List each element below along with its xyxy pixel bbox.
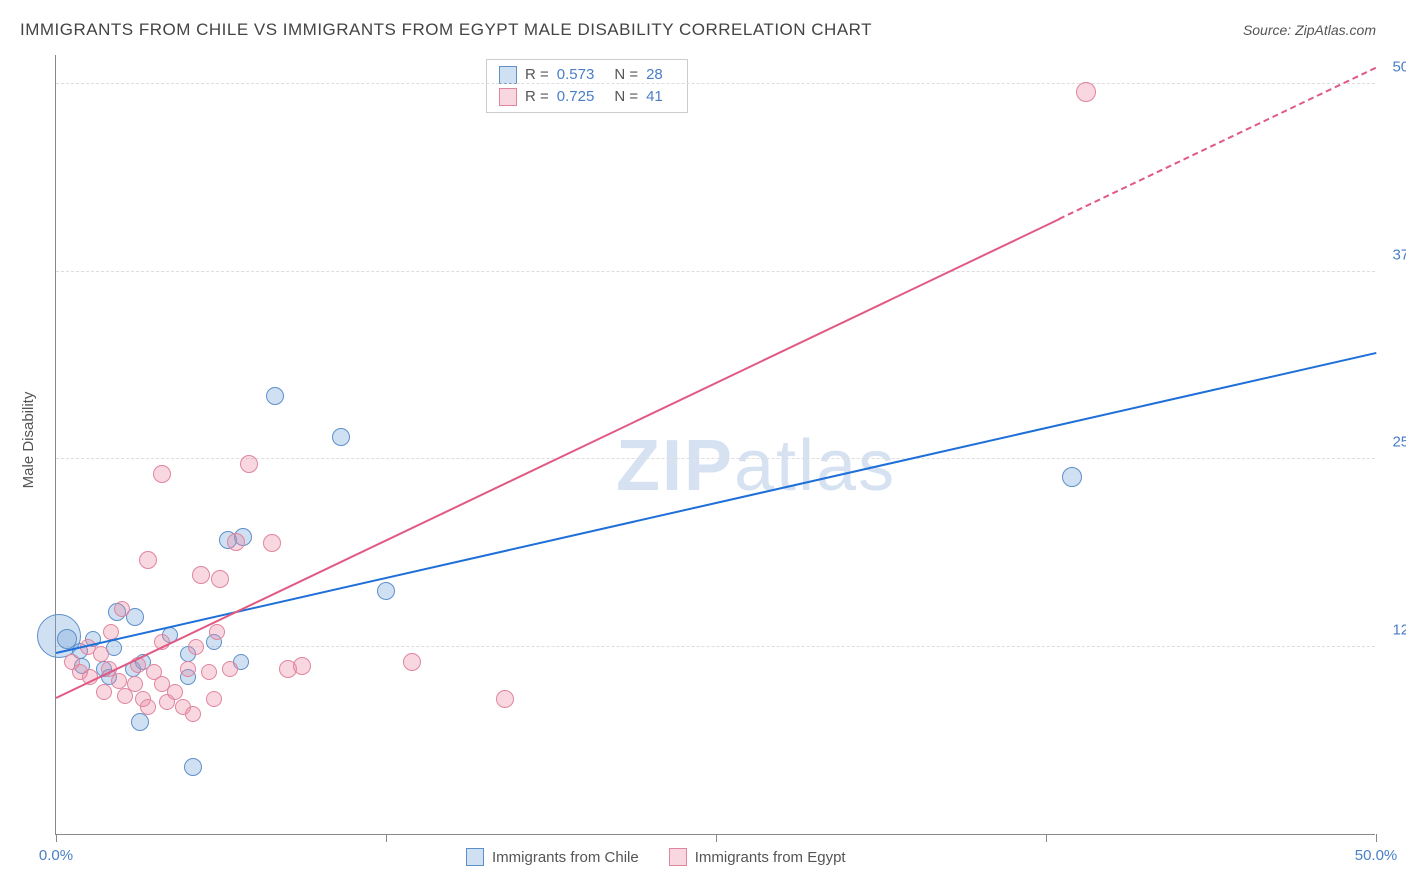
- grid-line: [56, 271, 1375, 272]
- legend-row-egypt: R =0.725 N =41: [499, 86, 675, 108]
- data-point: [127, 676, 143, 692]
- data-point: [93, 646, 109, 662]
- data-point: [1076, 82, 1096, 102]
- chart-title: IMMIGRANTS FROM CHILE VS IMMIGRANTS FROM…: [20, 20, 872, 40]
- y-axis-label: Male Disability: [20, 392, 37, 489]
- data-point: [266, 387, 284, 405]
- y-tick-label: 37.5%: [1380, 246, 1406, 263]
- data-point: [211, 570, 229, 588]
- data-point: [96, 684, 112, 700]
- data-point: [240, 455, 258, 473]
- legend-swatch-chile: [499, 66, 517, 84]
- grid-line: [56, 83, 1375, 84]
- data-point: [192, 566, 210, 584]
- x-tick: [56, 834, 57, 842]
- plot-area: ZIPatlas R =0.573 N =28 R =0.725 N =41 I…: [55, 55, 1375, 835]
- data-point: [185, 706, 201, 722]
- data-point: [222, 661, 238, 677]
- data-point: [114, 601, 130, 617]
- data-point: [139, 551, 157, 569]
- x-tick: [386, 834, 387, 842]
- x-tick-label-start: 0.0%: [39, 847, 73, 864]
- legend-series: Immigrants from Chile Immigrants from Eg…: [466, 848, 846, 866]
- data-point: [377, 582, 395, 600]
- data-point: [496, 690, 514, 708]
- legend-item-egypt: Immigrants from Egypt: [669, 848, 846, 866]
- legend-swatch-egypt-2: [669, 848, 687, 866]
- y-tick-label: 25.0%: [1380, 434, 1406, 451]
- data-point: [1062, 467, 1082, 487]
- data-point: [131, 713, 149, 731]
- data-point: [111, 673, 127, 689]
- source-attribution: Source: ZipAtlas.com: [1243, 22, 1376, 38]
- data-point: [293, 657, 311, 675]
- x-tick: [1046, 834, 1047, 842]
- data-point: [403, 653, 421, 671]
- data-point: [180, 661, 196, 677]
- data-point: [167, 684, 183, 700]
- x-tick: [716, 834, 717, 842]
- trend-line-dashed: [1059, 67, 1377, 220]
- data-point: [227, 533, 245, 551]
- legend-swatch-egypt: [499, 88, 517, 106]
- data-point: [209, 624, 225, 640]
- y-tick-label: 12.5%: [1380, 621, 1406, 638]
- x-tick-label-end: 50.0%: [1355, 847, 1398, 864]
- legend-item-chile: Immigrants from Chile: [466, 848, 639, 866]
- data-point: [206, 691, 222, 707]
- grid-line: [56, 646, 1375, 647]
- data-point: [201, 664, 217, 680]
- data-point: [153, 465, 171, 483]
- trend-line: [56, 352, 1376, 654]
- x-tick: [1376, 834, 1377, 842]
- legend-swatch-chile-2: [466, 848, 484, 866]
- data-point: [184, 758, 202, 776]
- data-point: [332, 428, 350, 446]
- legend-correlation: R =0.573 N =28 R =0.725 N =41: [486, 59, 688, 113]
- data-point: [188, 639, 204, 655]
- data-point: [140, 699, 156, 715]
- data-point: [263, 534, 281, 552]
- y-tick-label: 50.0%: [1380, 59, 1406, 76]
